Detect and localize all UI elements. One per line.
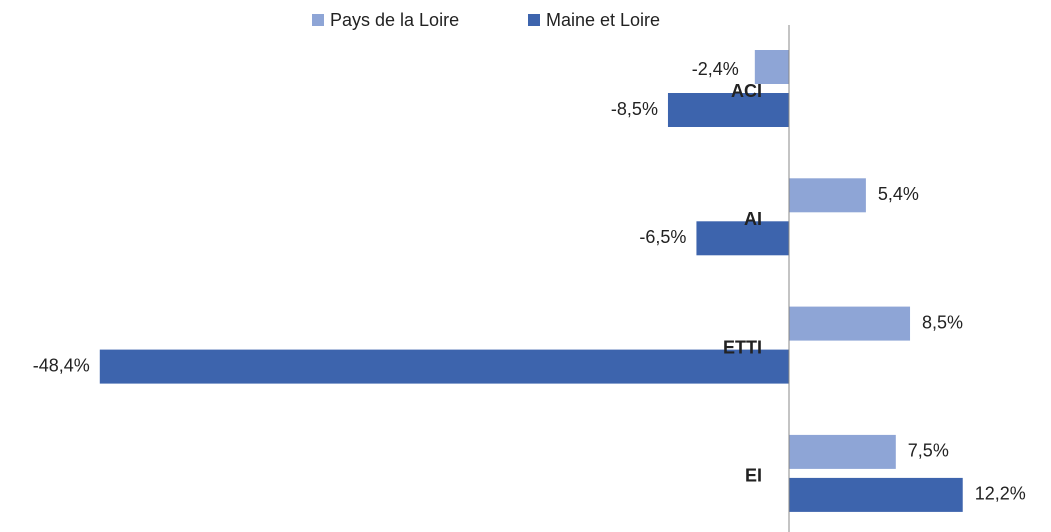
- category-label: EI: [745, 466, 762, 486]
- bar: [789, 178, 866, 213]
- category-label: ACI: [731, 81, 762, 101]
- category-label: ETTI: [723, 337, 762, 357]
- bar: [789, 434, 896, 469]
- value-label: 5,4%: [878, 184, 919, 204]
- value-label: 7,5%: [908, 441, 949, 461]
- value-label: -48,4%: [33, 355, 90, 375]
- legend-label: Maine et Loire: [546, 10, 660, 30]
- category-label: AI: [744, 209, 762, 229]
- value-label: 12,2%: [975, 484, 1026, 504]
- legend-swatch: [312, 14, 324, 26]
- value-label: 8,5%: [922, 312, 963, 332]
- value-label: -2,4%: [692, 59, 739, 79]
- bar: [99, 349, 789, 384]
- bar: [667, 93, 789, 127]
- bar: [789, 477, 963, 512]
- bar: [696, 221, 789, 256]
- bar: [789, 306, 911, 341]
- bar: [754, 50, 789, 84]
- value-label: -6,5%: [639, 227, 686, 247]
- legend-swatch: [528, 14, 540, 26]
- value-label: -8,5%: [611, 99, 658, 119]
- legend-label: Pays de la Loire: [330, 10, 459, 30]
